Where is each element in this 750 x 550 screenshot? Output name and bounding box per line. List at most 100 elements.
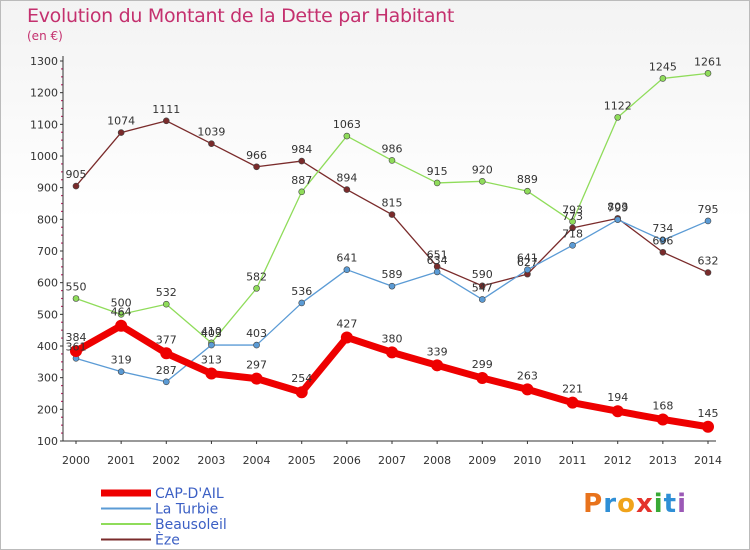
logo-letter: i	[677, 489, 687, 519]
data-point	[117, 311, 125, 318]
y-minor-tick	[61, 107, 63, 110]
logo-letter: o	[617, 489, 636, 519]
data-label: 299	[472, 358, 493, 371]
data-point	[659, 236, 667, 244]
y-minor-tick	[61, 76, 63, 78]
y-tick-label: 700	[37, 245, 58, 258]
data-point	[208, 341, 215, 349]
logo-letter: x	[635, 489, 654, 519]
data-label: 403	[246, 327, 267, 340]
data-label: 410	[201, 325, 222, 338]
data-label: 403	[201, 327, 222, 340]
data-point	[433, 268, 441, 276]
y-minor-tick	[61, 179, 63, 181]
data-label: 589	[382, 268, 403, 281]
data-label: 641	[517, 252, 538, 265]
x-tick-label: 2000	[62, 454, 90, 467]
legend-label: CAP-D'AIL	[155, 486, 224, 502]
y-minor-tick	[61, 234, 63, 236]
y-minor-tick	[61, 242, 63, 244]
data-point	[659, 248, 667, 256]
logo-letter: r	[603, 489, 618, 519]
y-minor-tick	[61, 353, 63, 355]
data-label: 641	[336, 252, 357, 265]
data-label: 627	[517, 256, 538, 269]
data-point	[250, 372, 263, 385]
data-point	[298, 157, 306, 165]
data-point	[162, 300, 170, 308]
y-minor-tick	[61, 202, 63, 205]
data-point	[295, 386, 308, 399]
y-minor-tick	[61, 305, 63, 308]
legend-label: La Turbie	[155, 502, 218, 518]
data-labels: 905 1074 1111 1039 966 984 894 815 651 590 627 773 8…	[66, 55, 723, 419]
data-point	[524, 187, 531, 195]
series-layer	[70, 70, 714, 433]
data-label: 590	[472, 268, 493, 281]
x-tick-label: 2005	[288, 454, 316, 467]
data-point	[343, 266, 351, 273]
y-minor-tick	[61, 226, 63, 228]
data-point	[614, 216, 622, 223]
data-label: 894	[336, 172, 357, 185]
data-point	[704, 269, 712, 276]
data-point	[388, 211, 396, 218]
data-label: 384	[66, 331, 87, 344]
x-tick-label: 2012	[604, 454, 632, 467]
data-label: 651	[427, 249, 448, 262]
data-point	[431, 359, 444, 372]
y-minor-tick	[61, 392, 63, 395]
data-label: 168	[652, 399, 673, 412]
y-tick-label: 1100	[30, 118, 58, 131]
data-label: 1261	[694, 55, 722, 68]
data-point	[524, 266, 531, 273]
data-point	[117, 368, 125, 375]
data-label: 815	[382, 197, 403, 210]
data-label: 718	[562, 227, 583, 240]
legend-label: Èze	[155, 532, 180, 549]
data-label: 263	[517, 369, 538, 382]
data-label: 361	[66, 340, 87, 353]
chart-unit: (en €)	[27, 29, 63, 43]
data-point	[478, 282, 486, 290]
y-minor-tick	[61, 384, 63, 387]
y-minor-tick	[61, 321, 63, 323]
y-minor-tick	[61, 369, 63, 371]
y-minor-tick	[61, 424, 63, 426]
data-point	[160, 347, 173, 360]
data-point	[521, 383, 534, 396]
x-tick-label: 2014	[694, 454, 722, 467]
x-tick-label: 2008	[423, 454, 451, 467]
y-minor-tick	[61, 68, 63, 70]
y-minor-tick	[61, 99, 63, 102]
data-point	[253, 163, 260, 171]
axes: 100 200 300 400 500 600 700 800 900 1000 1100 1200 1…	[30, 55, 722, 467]
legend-label: Beausoleil	[155, 517, 227, 533]
data-label: 915	[427, 165, 448, 178]
data-point	[478, 178, 486, 185]
data-point	[72, 182, 80, 190]
data-label: 966	[246, 149, 267, 162]
data-label: 793	[562, 204, 583, 217]
data-point	[569, 242, 576, 249]
y-tick-label: 1000	[30, 150, 58, 163]
data-point	[298, 188, 306, 196]
x-tick-label: 2006	[333, 454, 361, 467]
y-tick-label: 400	[37, 340, 58, 353]
y-minor-tick	[61, 84, 63, 86]
data-point	[253, 285, 260, 292]
data-label: 1039	[197, 126, 225, 139]
data-point	[298, 299, 306, 307]
y-tick-label: 100	[37, 435, 58, 448]
data-point	[253, 341, 260, 349]
data-point	[702, 420, 714, 433]
x-tick-label: 2001	[107, 454, 135, 467]
data-point	[566, 396, 579, 409]
x-tick-label: 2003	[197, 454, 225, 467]
y-minor-tick	[61, 258, 63, 260]
data-point	[162, 378, 170, 386]
y-tick-label: 300	[37, 372, 58, 385]
